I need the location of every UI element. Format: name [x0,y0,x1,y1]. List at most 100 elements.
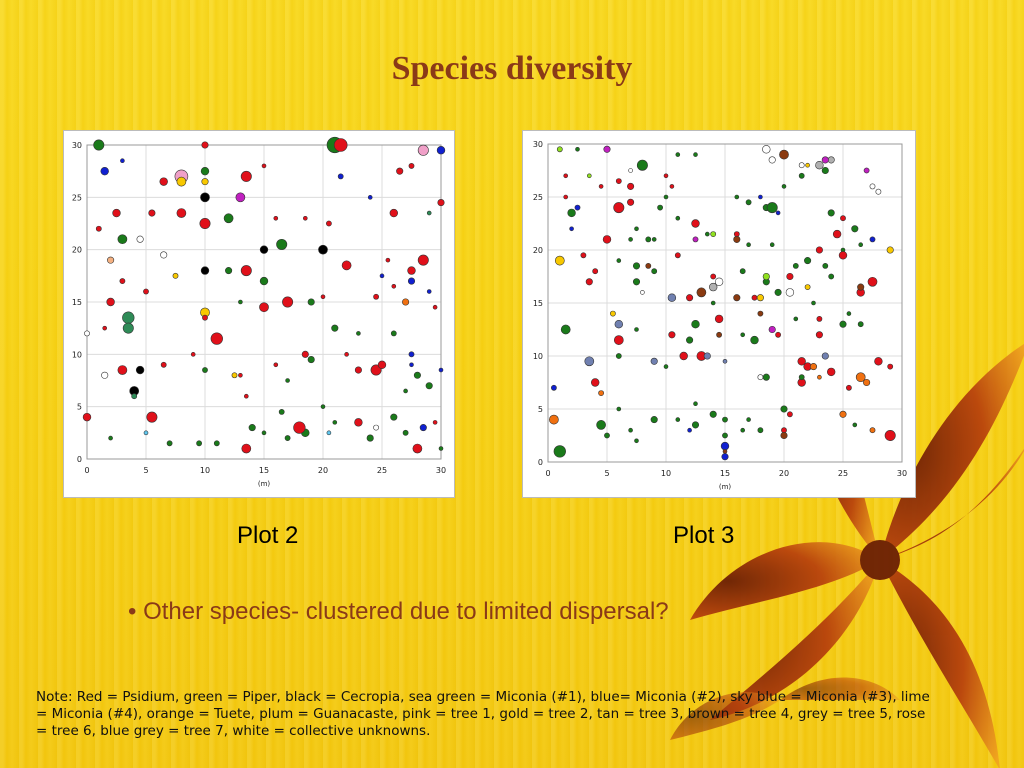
point-piper [693,152,698,157]
y-tick-label: 15 [72,298,82,307]
point-piper [766,202,778,214]
point-psidium [816,316,823,322]
point-psidium [686,294,694,302]
point-piper [675,152,681,157]
point-guanacaste [821,156,829,164]
point-piper [691,421,700,429]
point-piper [259,276,269,286]
point-tree2 [610,310,616,317]
point-piper [332,420,338,425]
point-psidium [106,297,115,307]
point-unknown [798,162,805,169]
y-tick-label: 30 [72,141,82,150]
point-tree2 [176,176,187,187]
point-piper [734,194,740,200]
point-piper [774,288,782,296]
point-psidium [238,372,243,378]
point-piper [604,432,610,439]
point-psidium [202,314,208,321]
point-piper [757,427,764,434]
point-tree7 [650,357,658,365]
point-miconia2 [436,146,446,155]
point-piper [276,238,288,250]
point-piper [650,416,658,424]
point-piper [857,321,864,328]
point-piper [780,405,788,413]
point-piper [634,327,639,332]
point-psidium [354,418,363,427]
point-psidium [563,194,569,200]
point-psidium [385,257,391,263]
point-miconia2 [367,195,373,200]
point-tree4 [722,449,728,454]
point-piper [425,382,433,390]
point-psidium [370,364,382,376]
point-miconia2 [120,158,125,164]
point-piper [839,320,847,328]
point-psidium [201,141,209,149]
point-psidium [669,184,675,189]
point-psidium [884,430,896,441]
point-piper [636,159,648,171]
point-piper [628,427,633,433]
point-piper [402,429,409,436]
point-psidium [613,202,625,214]
point-piper [722,416,728,423]
point-miconia1 [122,311,135,324]
point-psidium [840,215,846,222]
point-psidium [815,246,823,254]
point-psidium [797,357,806,366]
point-piper [213,440,220,447]
point-miconia2 [409,362,414,368]
point-psidium [176,208,187,218]
point-piper [798,374,805,381]
point-unknown [136,235,144,243]
point-miconia2 [569,226,574,232]
point-piper [248,424,256,432]
point-miconia2 [379,273,385,279]
point-psidium [303,215,308,221]
slide-title: Species diversity [391,50,633,87]
point-piper [691,320,700,329]
y-tick-label: 10 [72,350,82,359]
point-piper [575,146,580,152]
point-psidium [598,184,604,189]
y-tick-label: 0 [538,458,543,467]
point-miconia2 [775,210,781,216]
point-piper [366,434,374,442]
point-miconia2 [337,173,344,180]
point-piper [632,262,641,270]
point-psidium [259,302,269,313]
point-tuete [839,410,847,418]
point-psidium [887,363,894,370]
point-piper [413,371,421,379]
point-psidium [591,378,600,387]
point-piper [596,420,606,430]
point-piper [634,438,639,444]
point-piper [828,273,835,280]
point-psidium [714,314,724,324]
point-miconia2 [426,289,432,294]
y-tick-label: 10 [533,352,543,361]
point-psidium [786,272,794,281]
x-tick-label: 15 [720,469,730,478]
point-piper [616,406,622,412]
point-tree2 [201,178,209,186]
point-psidium [838,251,848,260]
point-piper [851,225,859,233]
y-tick-label: 25 [72,193,82,202]
point-psidium [668,331,676,339]
point-psidium [373,293,379,300]
point-psidium [751,294,758,301]
point-psidium [437,199,445,207]
plot-frame [86,144,442,460]
point-piper [858,242,864,247]
point-psidium [867,276,878,287]
point-psidium [160,361,167,368]
point-psidium [146,411,158,423]
point-guanacaste [768,325,776,334]
point-psidium [627,182,635,190]
point-psidium [320,294,326,300]
point-psidium [815,331,823,339]
point-piper [821,166,829,175]
